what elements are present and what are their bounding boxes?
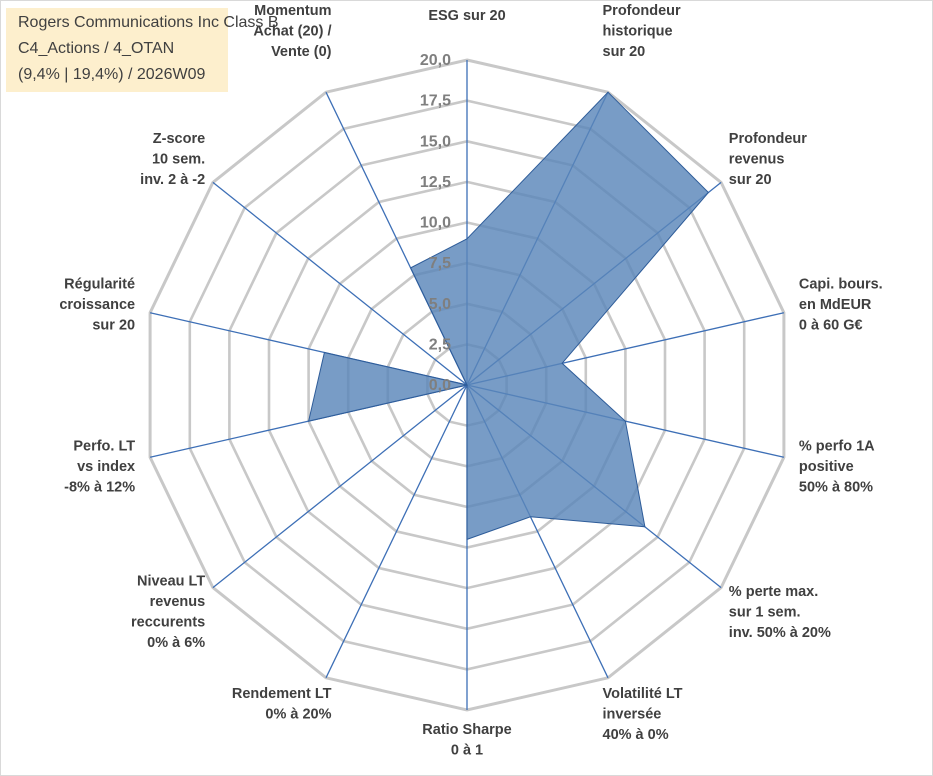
axis-label: Z-score 10 sem. inv. 2 à -2 <box>140 131 205 188</box>
info-box-line-1: Rogers Communications Inc Class B <box>18 14 279 31</box>
tick-label: 7,5 <box>429 255 451 272</box>
axis-label: Profondeur revenus sur 20 <box>729 131 807 188</box>
axis-label: Niveau LT revenus reccurents 0% à 6% <box>131 574 205 652</box>
axis-label-line: croissance <box>59 297 135 313</box>
axis-spoke <box>212 384 468 589</box>
axis-label-line: 0% à 6% <box>147 635 205 651</box>
axis-label-line: Profondeur <box>603 3 681 19</box>
series-area <box>307 91 710 541</box>
axis-label-line: Achat (20) / <box>253 23 331 39</box>
info-box-line-2: C4_Actions / 4_OTAN <box>18 40 175 57</box>
axis-label: Capi. bours. en MdEUR 0 à 60 G€ <box>799 277 883 334</box>
axis-label-line: 10 sem. <box>152 152 205 168</box>
axis-label-line: 0% à 20% <box>265 707 331 723</box>
axis-label-line: sur 20 <box>92 318 135 334</box>
tick-label: 12,5 <box>420 174 451 191</box>
info-box: Rogers Communications Inc Class B C4_Act… <box>6 8 279 92</box>
tick-label: 20,0 <box>420 52 451 69</box>
axis-label: Profondeur historique sur 20 <box>603 3 681 60</box>
axis-label-line: en MdEUR <box>799 297 872 313</box>
axis-label-line: revenus <box>729 152 785 168</box>
axis-label-line: sur 1 sem. <box>729 604 801 620</box>
axis-label: Rendement LT 0% à 20% <box>232 686 332 723</box>
axis-label-line: Régularité <box>64 277 135 293</box>
axis-label: Perfo. LT vs index -8% à 12% <box>64 438 135 495</box>
axis-label-line: Z-score <box>153 131 205 147</box>
axis-label: Momentum Achat (20) / Vente (0) <box>253 3 331 60</box>
radar-series <box>307 91 710 541</box>
axis-label-line: inversée <box>603 707 662 723</box>
radar-axis-labels: Note ESG sur 20 Profondeur historique sur 20… <box>59 0 882 759</box>
axis-label: Ratio Sharpe 0 à 1 <box>422 722 511 759</box>
axis-label: Volatilité LT inversée 40% à 0% <box>603 686 683 743</box>
axis-label-line: inv. 50% à 20% <box>729 625 831 641</box>
axis-label: Régularité croissance sur 20 <box>59 277 135 334</box>
axis-label-line: Niveau LT <box>137 574 205 590</box>
tick-label: 0,0 <box>429 377 451 394</box>
axis-label-line: inv. 2 à -2 <box>140 172 205 188</box>
axis-label-line: -8% à 12% <box>64 479 135 495</box>
tick-label: 15,0 <box>420 133 451 150</box>
axis-spoke <box>212 181 468 386</box>
axis-label-line: positive <box>799 459 854 475</box>
axis-label: Note ESG sur 20 <box>428 0 505 24</box>
axis-label-line: % perte max. <box>729 584 818 600</box>
axis-label: % perfo 1A positive 50% à 80% <box>799 438 875 495</box>
axis-label-line: Note <box>451 0 483 4</box>
info-box-line-3: (9,4% | 19,4%) / 2026W09 <box>18 66 206 83</box>
axis-label-line: sur 20 <box>729 172 772 188</box>
axis-label-line: 0 à 60 G€ <box>799 318 863 334</box>
axis-label-line: Vente (0) <box>271 44 332 60</box>
axis-label-line: 40% à 0% <box>603 727 669 743</box>
axis-label-line: 50% à 80% <box>799 479 873 495</box>
axis-label-line: ESG sur 20 <box>428 8 505 24</box>
radar-tick-labels: 0,0 2,5 5,0 7,5 10,0 12,5 15,0 17,5 20,0 <box>420 52 451 394</box>
axis-label-line: Rendement LT <box>232 686 332 702</box>
axis-label-line: reccurents <box>131 615 205 631</box>
tick-label: 5,0 <box>429 296 451 313</box>
axis-label-line: Volatilité LT <box>603 686 683 702</box>
axis-label-line: Profondeur <box>729 131 807 147</box>
axis-label-line: Momentum <box>254 3 331 19</box>
axis-spoke <box>325 384 468 679</box>
axis-label: % perte max. sur 1 sem. inv. 50% à 20% <box>729 584 831 641</box>
axis-label-line: 0 à 1 <box>451 743 483 759</box>
axis-label-line: sur 20 <box>603 44 646 60</box>
axis-label-line: Perfo. LT <box>73 438 135 454</box>
tick-label: 10,0 <box>420 215 451 232</box>
axis-label-line: Capi. bours. <box>799 277 883 293</box>
axis-label-line: vs index <box>77 459 135 475</box>
tick-label: 17,5 <box>420 93 451 110</box>
axis-label-line: historique <box>603 23 673 39</box>
tick-label: 2,5 <box>429 336 451 353</box>
axis-label-line: revenus <box>150 594 206 610</box>
axis-label-line: % perfo 1A <box>799 438 875 454</box>
axis-label-line: Ratio Sharpe <box>422 722 511 738</box>
